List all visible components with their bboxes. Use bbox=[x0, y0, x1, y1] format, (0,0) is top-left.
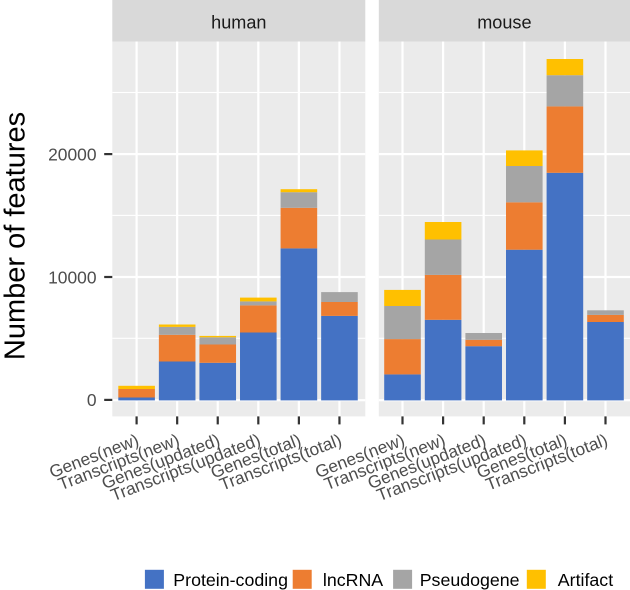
svg-text:Number of features: Number of features bbox=[0, 112, 31, 360]
svg-text:20000: 20000 bbox=[48, 145, 96, 165]
svg-text:mouse: mouse bbox=[477, 12, 531, 32]
svg-text:human: human bbox=[211, 12, 266, 32]
svg-text:10000: 10000 bbox=[48, 268, 96, 288]
svg-text:Protein-coding: Protein-coding bbox=[173, 570, 288, 590]
svg-text:Artifact: Artifact bbox=[558, 570, 613, 590]
svg-text:Pseudogene: Pseudogene bbox=[420, 570, 520, 590]
svg-text:0: 0 bbox=[87, 390, 97, 410]
svg-text:lncRNA: lncRNA bbox=[323, 570, 383, 590]
